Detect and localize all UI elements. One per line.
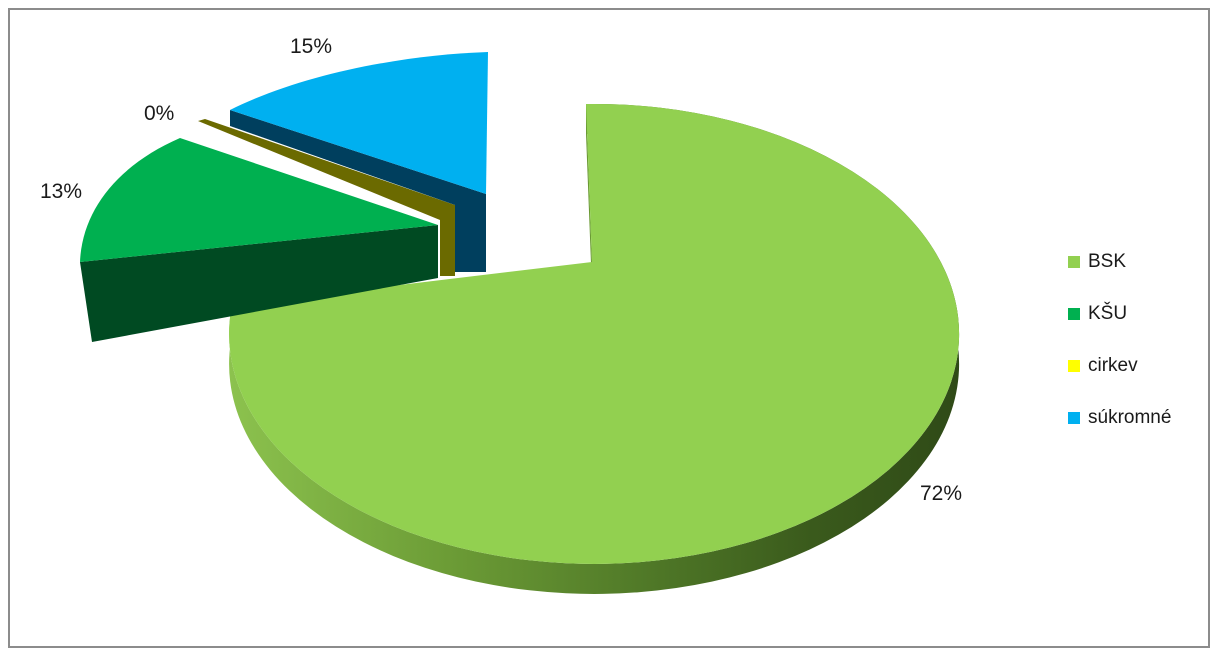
label-ksu: 13%	[40, 180, 82, 203]
legend-swatch-sukromne	[1068, 412, 1080, 424]
label-bsk: 72%	[920, 482, 962, 505]
slice-cirkev-wall	[198, 119, 455, 276]
slice-ksu-top	[80, 138, 438, 262]
legend-label-sukromne: súkromné	[1088, 407, 1172, 428]
legend-item-ksu: KŠU	[1068, 288, 1208, 340]
slice-sukromne-top	[230, 52, 488, 194]
slice-bsk-top	[229, 103, 960, 564]
legend-swatch-cirkev	[1068, 360, 1080, 372]
slice-sukromne-wall	[230, 110, 486, 272]
legend-label-bsk: BSK	[1088, 251, 1127, 272]
slice-ksu-front	[80, 225, 438, 342]
slice-bsk	[229, 103, 960, 594]
legend: BSK KŠU cirkev súkromné	[1068, 236, 1208, 444]
legend-swatch-ksu	[1068, 308, 1080, 320]
legend-swatch-bsk	[1068, 256, 1080, 268]
slice-ksu	[80, 138, 438, 342]
legend-label-ksu: KŠU	[1088, 303, 1128, 324]
slice-cirkev	[198, 119, 455, 276]
slice-sukromne	[230, 52, 488, 272]
legend-item-sukromne: súkromné	[1068, 392, 1208, 444]
label-sukromne: 15%	[290, 35, 332, 58]
legend-item-bsk: BSK	[1068, 236, 1208, 288]
legend-item-cirkev: cirkev	[1068, 340, 1208, 392]
slice-bsk-wall	[586, 104, 592, 290]
legend-label-cirkev: cirkev	[1088, 355, 1138, 376]
label-cirkev: 0%	[144, 102, 174, 125]
pie-chart: 72% 13% 0% 15%	[40, 35, 962, 594]
